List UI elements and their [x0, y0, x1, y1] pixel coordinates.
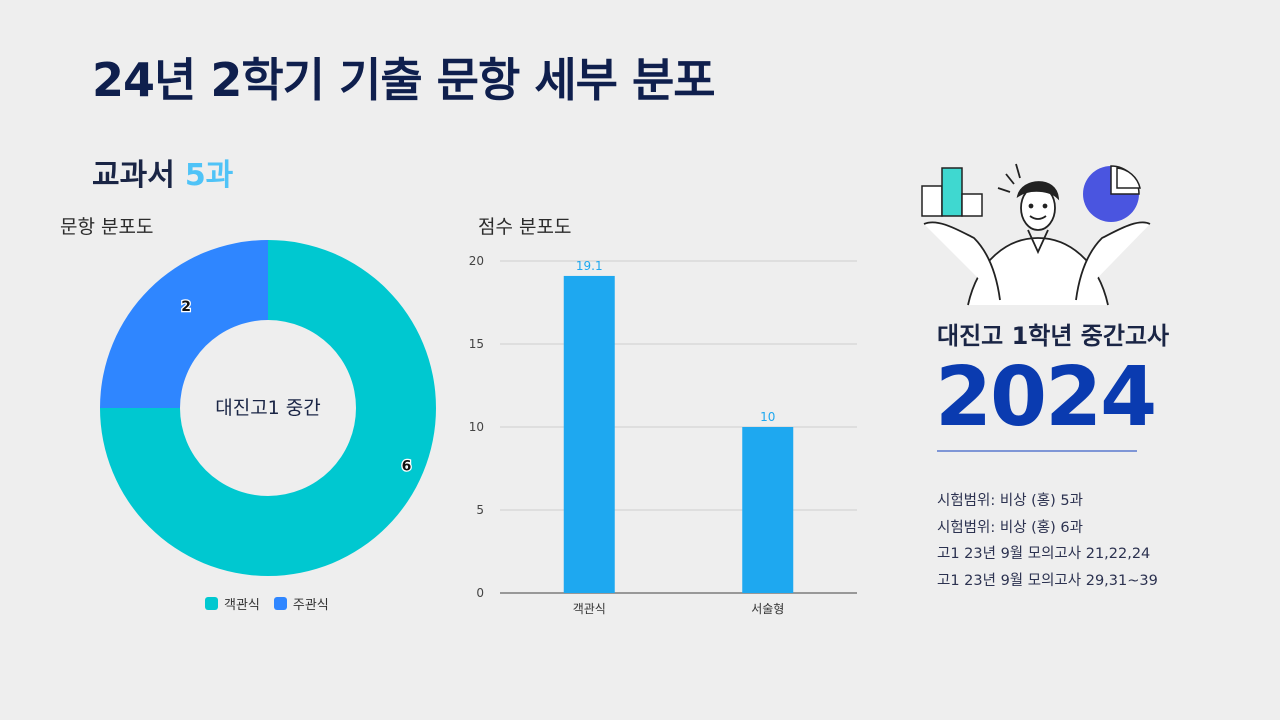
school-exam-title: 대진고 1학년 중간고사	[937, 322, 1170, 350]
y-tick-label: 10	[469, 420, 484, 434]
legend-item-subjective[interactable]: 주관식	[273, 594, 329, 613]
legend-label-subjective: 주관식	[292, 598, 329, 613]
textbook-subtitle: 교과서 5과	[92, 150, 233, 194]
exam-year: 2024	[935, 350, 1157, 445]
bar-essay[interactable]	[742, 427, 794, 593]
x-tick-label: 서술형	[751, 602, 784, 616]
mini-bar-icon	[921, 167, 983, 217]
y-tick-label: 5	[476, 503, 484, 517]
subtitle-accent: 5과	[184, 158, 234, 193]
exam-info-list: 시험범위: 비상 (홍) 5과 시험범위: 비상 (홍) 6과 고1 23년 9…	[937, 488, 1158, 594]
bar-objective[interactable]	[563, 275, 615, 593]
bar-value-label: 19.1	[576, 259, 603, 273]
y-tick-label: 15	[469, 337, 484, 351]
donut-chart: 6 2 대진고1 중간	[100, 240, 436, 576]
presenter-illustration	[921, 163, 1151, 306]
legend-item-objective[interactable]: 객관식	[205, 594, 260, 613]
bar-chart: 0 5 10 15 20 19.1 객관식 10 서술형	[469, 254, 857, 616]
donut-value-label: 6	[402, 459, 412, 475]
donut-slice-objective[interactable]	[100, 240, 436, 576]
donut-legend: 객관식 주관식	[205, 594, 329, 613]
divider	[937, 450, 1137, 452]
x-tick-label: 객관식	[573, 602, 606, 616]
donut-center-label: 대진고1 중간	[215, 397, 321, 419]
legend-label-objective: 객관식	[224, 598, 260, 613]
person-icon	[923, 163, 1151, 306]
info-line: 고1 23년 9월 모의고사 21,22,24	[937, 546, 1151, 562]
legend-swatch-objective	[205, 597, 218, 610]
subtitle-prefix: 교과서	[92, 158, 175, 193]
mini-pie-icon	[1083, 165, 1141, 222]
bar-value-label: 10	[760, 410, 775, 424]
info-line: 고1 23년 9월 모의고사 29,31~39	[937, 572, 1158, 589]
donut-slice-subjective[interactable]	[100, 240, 268, 408]
donut-section-label: 문항 분포도	[60, 216, 154, 238]
legend-swatch-subjective	[273, 597, 287, 610]
page-title: 24년 2학기 기출 문항 세부 분포	[92, 53, 716, 107]
info-line: 시험범위: 비상 (홍) 5과	[937, 493, 1083, 509]
info-line: 시험범위: 비상 (홍) 6과	[937, 519, 1083, 536]
bar-section-label: 점수 분포도	[478, 216, 572, 238]
donut-value-label: 2	[181, 299, 191, 315]
y-tick-label: 0	[476, 586, 484, 600]
y-tick-label: 20	[469, 254, 484, 268]
